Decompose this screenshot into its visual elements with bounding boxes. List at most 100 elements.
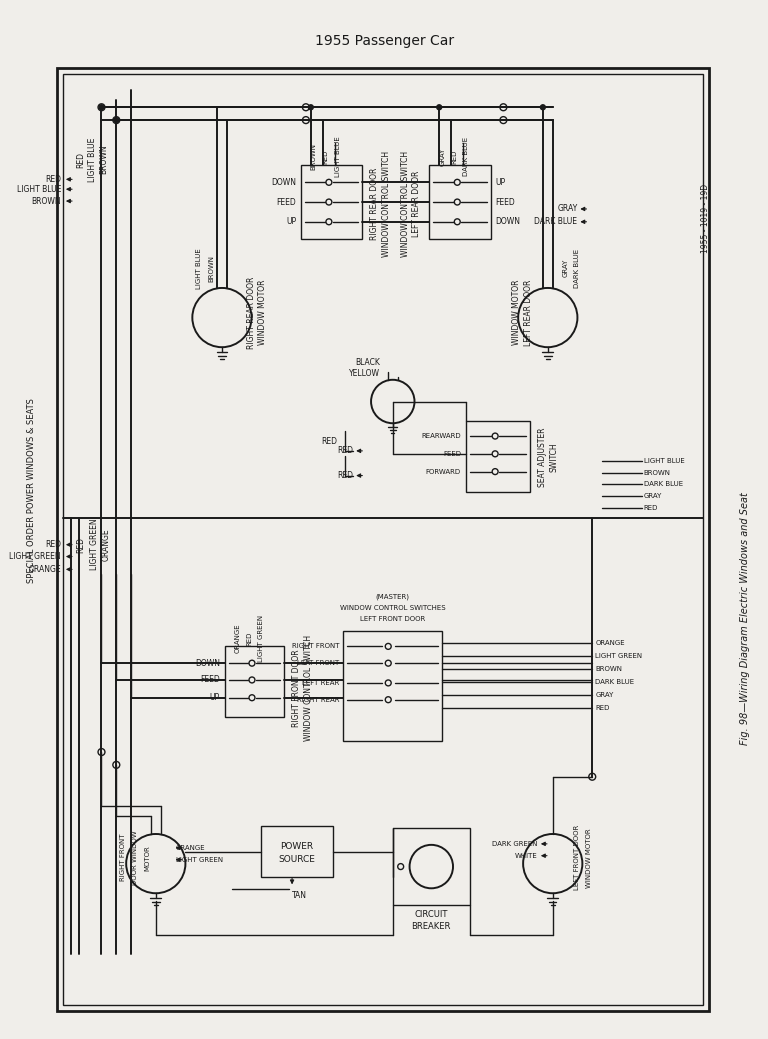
Text: 1955 Passenger Car: 1955 Passenger Car xyxy=(316,34,455,48)
Text: DARK BLUE: DARK BLUE xyxy=(535,217,578,227)
Text: Fig. 98—Wiring Diagram Electric Windows and Seat: Fig. 98—Wiring Diagram Electric Windows … xyxy=(740,492,750,745)
Circle shape xyxy=(114,117,119,123)
Text: LIGHT BLUE: LIGHT BLUE xyxy=(88,137,97,182)
Text: LIGHT GREEN: LIGHT GREEN xyxy=(595,654,642,660)
Text: FEED: FEED xyxy=(495,197,515,207)
Text: LIGHT BLUE: LIGHT BLUE xyxy=(335,136,340,177)
Text: YELLOW: YELLOW xyxy=(349,369,380,378)
Text: RIGHT REAR: RIGHT REAR xyxy=(297,697,339,702)
Text: LEFT REAR: LEFT REAR xyxy=(303,680,339,686)
Bar xyxy=(57,68,709,1011)
Circle shape xyxy=(541,105,545,110)
Text: WINDOW CONTROL SWITCH: WINDOW CONTROL SWITCH xyxy=(382,151,391,257)
Text: FEED: FEED xyxy=(200,675,220,685)
Text: RED: RED xyxy=(451,150,457,164)
Text: DOOR WINDOW: DOOR WINDOW xyxy=(132,830,138,885)
Text: LIGHT GREEN: LIGHT GREEN xyxy=(259,615,264,662)
Text: DARK BLUE: DARK BLUE xyxy=(595,678,634,685)
Text: LIGHT GREEN: LIGHT GREEN xyxy=(9,552,61,561)
Circle shape xyxy=(309,105,313,110)
Bar xyxy=(392,828,470,905)
Text: BROWN: BROWN xyxy=(99,144,108,175)
Circle shape xyxy=(99,105,104,110)
Text: DARK GREEN: DARK GREEN xyxy=(492,841,538,847)
Text: LEFT FRONT: LEFT FRONT xyxy=(297,660,339,666)
Text: RED: RED xyxy=(595,704,610,711)
Text: WINDOW MOTOR: WINDOW MOTOR xyxy=(586,828,592,887)
Bar xyxy=(63,74,703,1005)
Text: BROWN: BROWN xyxy=(644,470,670,476)
Text: LIGHT GREEN: LIGHT GREEN xyxy=(90,518,98,570)
Text: RED: RED xyxy=(322,436,337,446)
Text: ORANGE: ORANGE xyxy=(595,640,625,646)
Text: BLACK: BLACK xyxy=(355,357,380,367)
Text: LEFT FRONT DOOR: LEFT FRONT DOOR xyxy=(574,825,581,890)
Text: SWITCH: SWITCH xyxy=(550,442,559,472)
Text: SOURCE: SOURCE xyxy=(279,855,316,864)
Text: GRAY: GRAY xyxy=(595,692,614,698)
Text: BREAKER: BREAKER xyxy=(412,923,451,931)
Text: RIGHT REAR DOOR: RIGHT REAR DOOR xyxy=(370,168,379,240)
Text: RED: RED xyxy=(45,540,61,550)
Text: LIGHT BLUE: LIGHT BLUE xyxy=(196,248,202,289)
Text: BROWN: BROWN xyxy=(311,143,317,170)
Text: RIGHT REAR DOOR: RIGHT REAR DOOR xyxy=(247,276,256,349)
Text: GRAY: GRAY xyxy=(439,148,445,166)
Text: DARK BLUE: DARK BLUE xyxy=(574,248,581,288)
Text: DOWN: DOWN xyxy=(495,217,521,227)
Text: TAN: TAN xyxy=(292,890,307,900)
Text: GRAY: GRAY xyxy=(557,205,578,213)
Text: ORANGE: ORANGE xyxy=(101,529,111,561)
Text: LEFT REAR DOOR: LEFT REAR DOOR xyxy=(524,279,533,346)
Text: WINDOW CONTROL SWITCH: WINDOW CONTROL SWITCH xyxy=(304,635,313,741)
Text: MOTOR: MOTOR xyxy=(144,845,150,871)
Text: 1955 - 1019 - 19D: 1955 - 1019 - 19D xyxy=(701,184,710,254)
Text: POWER: POWER xyxy=(280,843,313,851)
Text: UP: UP xyxy=(210,693,220,702)
Text: BROWN: BROWN xyxy=(595,666,622,672)
Text: FEED: FEED xyxy=(443,451,461,457)
Text: WHITE: WHITE xyxy=(515,853,538,858)
Bar xyxy=(429,164,491,239)
Text: LIGHT GREEN: LIGHT GREEN xyxy=(176,857,223,862)
Text: SPECIAL ORDER POWER WINDOWS & SEATS: SPECIAL ORDER POWER WINDOWS & SEATS xyxy=(27,398,36,583)
Text: LIGHT BLUE: LIGHT BLUE xyxy=(17,185,61,193)
Text: WINDOW MOTOR: WINDOW MOTOR xyxy=(259,279,267,345)
Text: FEED: FEED xyxy=(276,197,296,207)
Bar xyxy=(343,631,442,741)
Text: LEFT FRONT DOOR: LEFT FRONT DOOR xyxy=(360,616,425,621)
Text: ORANGE: ORANGE xyxy=(235,623,241,654)
Text: REARWARD: REARWARD xyxy=(422,433,461,439)
Text: GRAY: GRAY xyxy=(644,494,662,500)
Text: UP: UP xyxy=(495,178,505,187)
Text: UP: UP xyxy=(286,217,296,227)
Bar xyxy=(301,164,362,239)
Text: ORANGE: ORANGE xyxy=(28,565,61,574)
Text: LEFT REAR DOOR: LEFT REAR DOOR xyxy=(412,170,422,237)
Text: RED: RED xyxy=(337,447,353,455)
Text: ORANGE: ORANGE xyxy=(176,845,205,851)
Text: RIGHT FRONT: RIGHT FRONT xyxy=(292,643,339,649)
Text: DOWN: DOWN xyxy=(271,178,296,187)
Text: DOWN: DOWN xyxy=(195,659,220,668)
Bar xyxy=(466,421,530,492)
Text: DARK BLUE: DARK BLUE xyxy=(644,481,683,487)
Text: WINDOW CONTROL SWITCHES: WINDOW CONTROL SWITCHES xyxy=(340,605,445,611)
Text: BROWN: BROWN xyxy=(31,196,61,206)
Text: RED: RED xyxy=(323,150,329,164)
Circle shape xyxy=(437,105,442,110)
Text: SEAT ADJUSTER: SEAT ADJUSTER xyxy=(538,427,547,486)
Text: GRAY: GRAY xyxy=(563,259,568,277)
Text: DARK BLUE: DARK BLUE xyxy=(463,137,469,177)
Text: RED: RED xyxy=(77,152,86,167)
Text: (MASTER): (MASTER) xyxy=(376,593,410,601)
Text: LIGHT BLUE: LIGHT BLUE xyxy=(644,458,684,463)
Bar xyxy=(261,826,333,878)
Text: WINDOW CONTROL SWITCH: WINDOW CONTROL SWITCH xyxy=(401,151,409,257)
Text: RED: RED xyxy=(77,537,86,553)
Text: RIGHT FRONT: RIGHT FRONT xyxy=(121,834,126,881)
Text: RED: RED xyxy=(337,471,353,480)
Text: RED: RED xyxy=(45,175,61,184)
Text: WINDOW MOTOR: WINDOW MOTOR xyxy=(512,279,521,345)
Text: BROWN: BROWN xyxy=(208,255,214,282)
